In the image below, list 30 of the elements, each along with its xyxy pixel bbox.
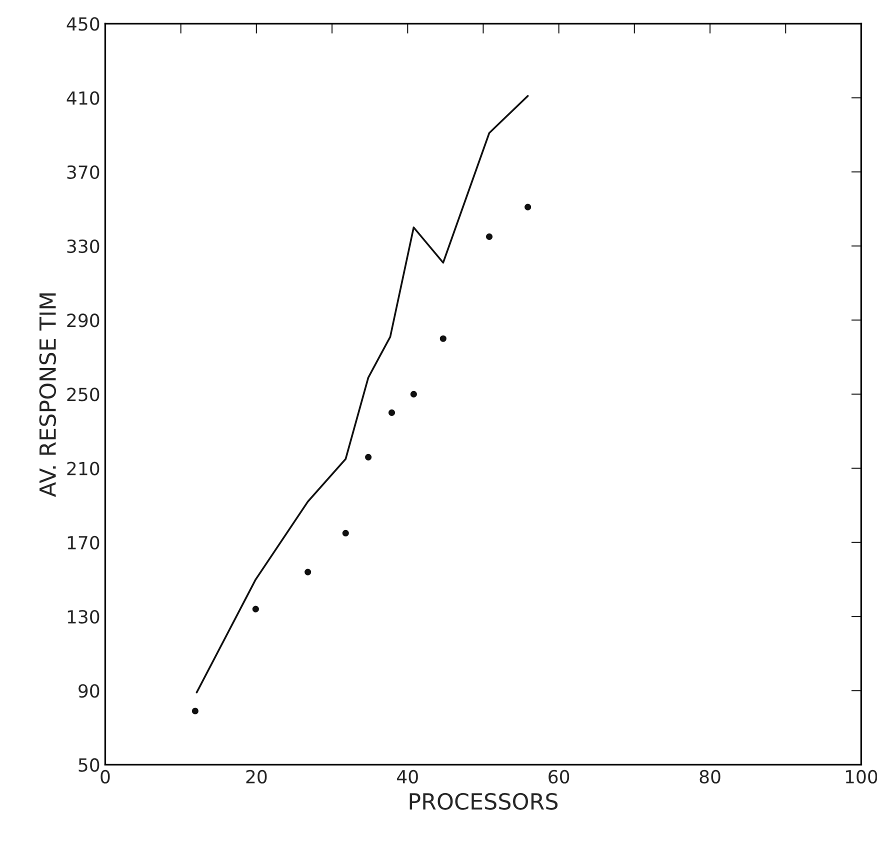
point <box>252 606 259 612</box>
y-axis-title: AV. RESPONSE TIM <box>39 293 56 497</box>
x-tick-label: 80 <box>700 770 720 784</box>
y-tick-label: 130 <box>68 610 100 624</box>
point <box>410 390 417 398</box>
point <box>388 409 396 416</box>
x-tick-label: 100 <box>846 770 877 784</box>
x-tick-label: 0 <box>100 770 110 784</box>
y-tick-label: 210 <box>67 462 100 476</box>
point <box>440 335 446 342</box>
x-axis-title: PROCESSORS <box>410 793 558 810</box>
y-tick-label: 250 <box>67 388 100 402</box>
x-tick-label: 60 <box>548 770 570 784</box>
y-tick-label: 330 <box>67 239 100 254</box>
y-tick-label: 370 <box>67 165 100 179</box>
y-tick-label: 90 <box>78 684 100 698</box>
point <box>342 530 349 536</box>
point <box>365 454 372 460</box>
y-tick-label: 50 <box>78 758 100 772</box>
y-tick-label: 450 <box>66 17 100 31</box>
y-tick-label: 290 <box>67 314 100 328</box>
x-tick-label: 20 <box>246 770 267 784</box>
y-tick-label: 170 <box>68 536 100 550</box>
point <box>524 204 532 210</box>
x-tick-label: 40 <box>397 770 418 784</box>
line-series <box>196 95 529 694</box>
point <box>304 568 312 576</box>
point <box>192 708 198 714</box>
point <box>486 233 493 240</box>
y-tick-label: 410 <box>66 91 100 105</box>
